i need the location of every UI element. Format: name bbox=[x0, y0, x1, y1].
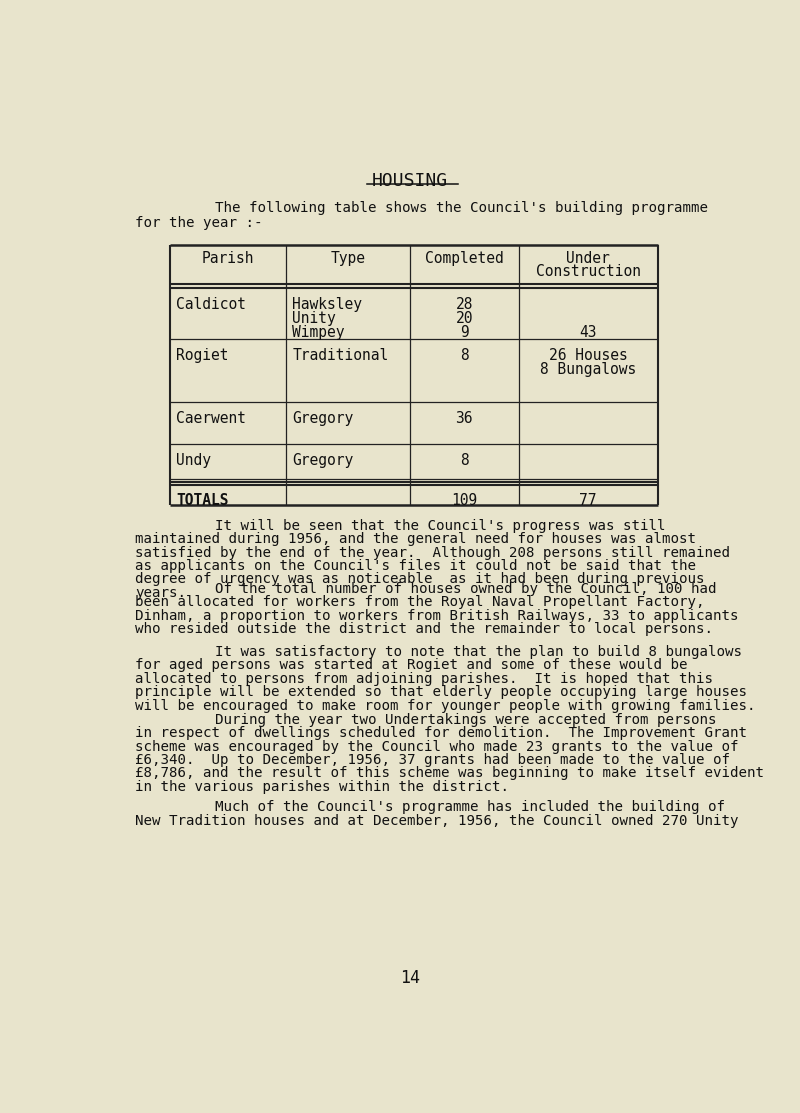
Text: scheme was encouraged by the Council who made 23 grants to the value of: scheme was encouraged by the Council who… bbox=[135, 739, 738, 754]
Text: been allocated for workers from the Royal Naval Propellant Factory,: been allocated for workers from the Roya… bbox=[135, 595, 704, 609]
Text: 14: 14 bbox=[400, 969, 420, 987]
Text: maintained during 1956, and the general need for houses was almost: maintained during 1956, and the general … bbox=[135, 532, 696, 546]
Text: Wimpey: Wimpey bbox=[292, 325, 345, 339]
Text: will be encouraged to make room for younger people with growing families.: will be encouraged to make room for youn… bbox=[135, 699, 755, 712]
Text: 20: 20 bbox=[455, 311, 473, 326]
Text: HOUSING: HOUSING bbox=[372, 173, 448, 190]
Text: 8: 8 bbox=[460, 348, 469, 363]
Text: Rogiet: Rogiet bbox=[176, 348, 229, 363]
Text: The following table shows the Council's building programme: The following table shows the Council's … bbox=[214, 201, 708, 215]
Text: TOTALS: TOTALS bbox=[176, 493, 229, 509]
Text: 8: 8 bbox=[460, 453, 469, 469]
Text: 26 Houses: 26 Houses bbox=[549, 348, 628, 363]
Text: Traditional: Traditional bbox=[292, 348, 389, 363]
Text: It was satisfactory to note that the plan to build 8 bungalows: It was satisfactory to note that the pla… bbox=[214, 644, 742, 659]
Text: Undy: Undy bbox=[176, 453, 211, 469]
Text: Dinham, a proportion to workers from British Railways, 33 to applicants: Dinham, a proportion to workers from Bri… bbox=[135, 609, 738, 622]
Text: 28: 28 bbox=[455, 297, 473, 312]
Text: Of the total number of houses owned by the Council, 100 had: Of the total number of houses owned by t… bbox=[214, 582, 716, 595]
Text: years.: years. bbox=[135, 585, 186, 600]
Text: Under: Under bbox=[566, 250, 610, 266]
Text: principle will be extended so that elderly people occupying large houses: principle will be extended so that elder… bbox=[135, 686, 747, 699]
Text: 9: 9 bbox=[460, 325, 469, 339]
Text: 43: 43 bbox=[579, 325, 597, 339]
Text: £6,340.  Up to December, 1956, 37 grants had been made to the value of: £6,340. Up to December, 1956, 37 grants … bbox=[135, 754, 730, 767]
Text: Unity: Unity bbox=[292, 311, 336, 326]
Text: Construction: Construction bbox=[536, 265, 641, 279]
Text: for the year :-: for the year :- bbox=[135, 216, 262, 230]
Text: Caerwent: Caerwent bbox=[176, 411, 246, 426]
Text: Caldicot: Caldicot bbox=[176, 297, 246, 312]
Text: allocated to persons from adjoining parishes.  It is hoped that this: allocated to persons from adjoining pari… bbox=[135, 672, 713, 686]
Text: who resided outside the district and the remainder to local persons.: who resided outside the district and the… bbox=[135, 622, 713, 637]
Text: Type: Type bbox=[330, 250, 366, 266]
Text: Much of the Council's programme has included the building of: Much of the Council's programme has incl… bbox=[214, 800, 725, 815]
Text: 36: 36 bbox=[455, 411, 473, 426]
Text: Gregory: Gregory bbox=[292, 411, 354, 426]
Text: New Tradition houses and at December, 1956, the Council owned 270 Unity: New Tradition houses and at December, 19… bbox=[135, 814, 738, 828]
Text: degree of urgency was as noticeable  as it had been during previous: degree of urgency was as noticeable as i… bbox=[135, 572, 704, 587]
Text: 77: 77 bbox=[579, 493, 597, 509]
Text: 8 Bungalows: 8 Bungalows bbox=[540, 362, 636, 377]
Text: During the year two Undertakings were accepted from persons: During the year two Undertakings were ac… bbox=[214, 712, 716, 727]
Text: in the various parishes within the district.: in the various parishes within the distr… bbox=[135, 780, 509, 794]
Text: Completed: Completed bbox=[425, 250, 504, 266]
Text: It will be seen that the Council's progress was still: It will be seen that the Council's progr… bbox=[214, 519, 666, 532]
Text: in respect of dwellings scheduled for demolition.  The Improvement Grant: in respect of dwellings scheduled for de… bbox=[135, 726, 747, 740]
Text: for aged persons was started at Rogiet and some of these would be: for aged persons was started at Rogiet a… bbox=[135, 658, 687, 672]
Text: £8,786, and the result of this scheme was beginning to make itself evident: £8,786, and the result of this scheme wa… bbox=[135, 767, 764, 780]
Text: Hawksley: Hawksley bbox=[292, 297, 362, 312]
Text: 109: 109 bbox=[451, 493, 478, 509]
Text: Gregory: Gregory bbox=[292, 453, 354, 469]
Text: as applicants on the Council's files it could not be said that the: as applicants on the Council's files it … bbox=[135, 559, 696, 573]
Text: satisfied by the end of the year.  Although 208 persons still remained: satisfied by the end of the year. Althou… bbox=[135, 545, 730, 560]
Text: Parish: Parish bbox=[202, 250, 254, 266]
